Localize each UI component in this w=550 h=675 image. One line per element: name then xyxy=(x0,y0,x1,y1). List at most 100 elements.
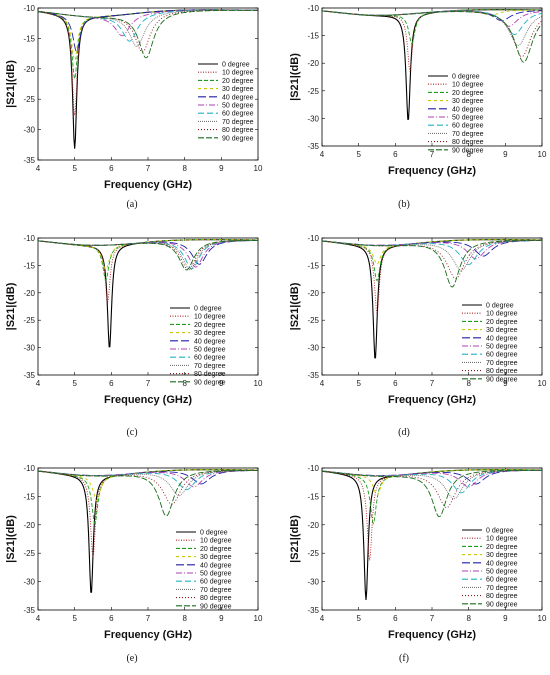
x-tick-label: 10 xyxy=(538,150,547,159)
x-tick-label: 10 xyxy=(538,379,547,388)
legend-entry-label: 70 degree xyxy=(452,131,484,138)
series-line-20-degree xyxy=(37,469,258,524)
y-tick-label: -30 xyxy=(23,344,35,353)
series-line-90-degree xyxy=(37,9,259,59)
legend-entry-label: 90 degree xyxy=(452,147,484,154)
y-tick-label: -35 xyxy=(23,371,35,380)
legend-entry-label: 30 degree xyxy=(486,552,518,559)
y-tick-label: -15 xyxy=(23,261,35,270)
y-axis-label: |S21|(dB) xyxy=(289,53,301,101)
y-axis-label: |S21|(dB) xyxy=(5,515,17,563)
legend-entry-label: 50 degree xyxy=(452,115,484,122)
x-tick-label: 4 xyxy=(36,379,41,388)
x-tick-label: 7 xyxy=(146,379,151,388)
y-tick-label: -35 xyxy=(307,371,319,380)
legend-entry-label: 0 degree xyxy=(194,306,222,313)
y-tick-label: -35 xyxy=(23,156,35,165)
y-tick-label: -25 xyxy=(307,549,319,558)
series-line-90-degree xyxy=(37,469,258,517)
legend-entry-label: 20 degree xyxy=(200,546,232,553)
y-tick-label: -35 xyxy=(307,142,319,151)
legend-entry-label: 10 degree xyxy=(194,314,226,321)
legend-entry-label: 0 degree xyxy=(486,303,514,310)
legend-entry-label: 0 degree xyxy=(222,62,250,69)
x-tick-label: 5 xyxy=(356,614,361,623)
x-tick-label: 10 xyxy=(538,614,547,623)
legend-entry-label: 30 degree xyxy=(200,554,232,561)
legend-entry-label: 70 degree xyxy=(486,360,518,367)
y-tick-label: -15 xyxy=(307,492,319,501)
y-tick-label: -10 xyxy=(23,234,35,243)
x-tick-label: 7 xyxy=(430,150,435,159)
y-tick-label: -30 xyxy=(307,114,319,123)
x-axis-label: Frequency (GHz) xyxy=(104,629,192,641)
legend-entry-label: 90 degree xyxy=(486,376,518,383)
legend-entry-label: 50 degree xyxy=(222,103,254,110)
y-tick-label: -20 xyxy=(23,65,35,74)
series-line-50-degree xyxy=(321,239,542,260)
x-tick-label: 9 xyxy=(219,164,224,173)
series-line-10-degree xyxy=(321,239,542,314)
chart-panel-c: 4 5 6 7 8 9 10 -35 -30 -25 -20 -15 -10 Frequency (GHz… xyxy=(5,234,263,438)
x-tick-label: 6 xyxy=(393,614,398,623)
y-tick-label: -30 xyxy=(23,578,35,587)
legend-entry-label: 20 degree xyxy=(486,544,518,551)
legend-entry-label: 60 degree xyxy=(222,111,254,118)
y-axis-label: |S21|(dB) xyxy=(5,60,17,108)
legend-entry-label: 70 degree xyxy=(194,363,226,370)
series-line-90-degree xyxy=(321,469,542,518)
legend-entry-label: 30 degree xyxy=(486,327,518,334)
series-line-30-degree xyxy=(321,239,542,265)
y-tick-label: -10 xyxy=(23,464,35,473)
legend-entry-label: 10 degree xyxy=(486,536,518,543)
x-tick-label: 6 xyxy=(393,150,398,159)
chart-panel-d: 4 5 6 7 8 9 10 -35 -30 -25 -20 -15 -10 Frequency (GHz… xyxy=(289,234,547,438)
x-tick-label: 6 xyxy=(109,379,114,388)
legend-entry-label: 40 degree xyxy=(194,338,226,345)
y-tick-label: -10 xyxy=(307,234,319,243)
legend-entry-label: 20 degree xyxy=(452,90,484,97)
y-tick-label: -10 xyxy=(307,4,319,13)
subfigure-label: (a) xyxy=(126,199,137,210)
y-tick-label: -15 xyxy=(307,261,319,270)
x-tick-label: 7 xyxy=(430,379,435,388)
legend-entry-label: 60 degree xyxy=(194,355,226,362)
legend-entry-label: 80 degree xyxy=(486,368,518,375)
legend-entry-label: 40 degree xyxy=(200,562,232,569)
y-tick-label: -10 xyxy=(23,4,35,13)
legend-entry-label: 60 degree xyxy=(486,352,518,359)
x-tick-label: 9 xyxy=(503,150,508,159)
series-line-60-degree xyxy=(37,470,258,491)
y-tick-label: -20 xyxy=(23,289,35,298)
legend-entry-label: 10 degree xyxy=(486,311,518,318)
chart-panel-a: 4 5 6 7 8 9 10 -35 -30 -25 -20 -15 -10 Frequency (GHz… xyxy=(5,4,263,210)
x-tick-label: 9 xyxy=(219,379,224,388)
y-tick-label: -30 xyxy=(307,344,319,353)
legend-entry-label: 90 degree xyxy=(222,135,254,142)
x-axis-label: Frequency (GHz) xyxy=(388,629,476,641)
x-tick-label: 8 xyxy=(182,379,187,388)
x-tick-label: 4 xyxy=(36,614,41,623)
legend-entry-label: 80 degree xyxy=(222,127,254,134)
legend-entry-label: 60 degree xyxy=(452,123,484,130)
y-tick-label: -25 xyxy=(307,316,319,325)
x-tick-label: 4 xyxy=(320,379,325,388)
y-tick-label: -20 xyxy=(23,521,35,530)
legend-entry-label: 80 degree xyxy=(194,371,226,378)
y-tick-label: -25 xyxy=(23,316,35,325)
x-axis-label: Frequency (GHz) xyxy=(104,179,192,191)
x-tick-label: 5 xyxy=(356,150,361,159)
legend-entry-label: 50 degree xyxy=(200,571,232,578)
legend-entry-label: 10 degree xyxy=(200,538,232,545)
subfigure-label: (f) xyxy=(399,653,409,664)
legend-entry-label: 10 degree xyxy=(452,82,484,89)
legend-entry-label: 40 degree xyxy=(222,94,254,101)
series-line-10-degree xyxy=(321,469,543,561)
y-tick-label: -15 xyxy=(307,32,319,41)
x-tick-label: 5 xyxy=(72,164,77,173)
x-tick-label: 4 xyxy=(320,614,325,623)
